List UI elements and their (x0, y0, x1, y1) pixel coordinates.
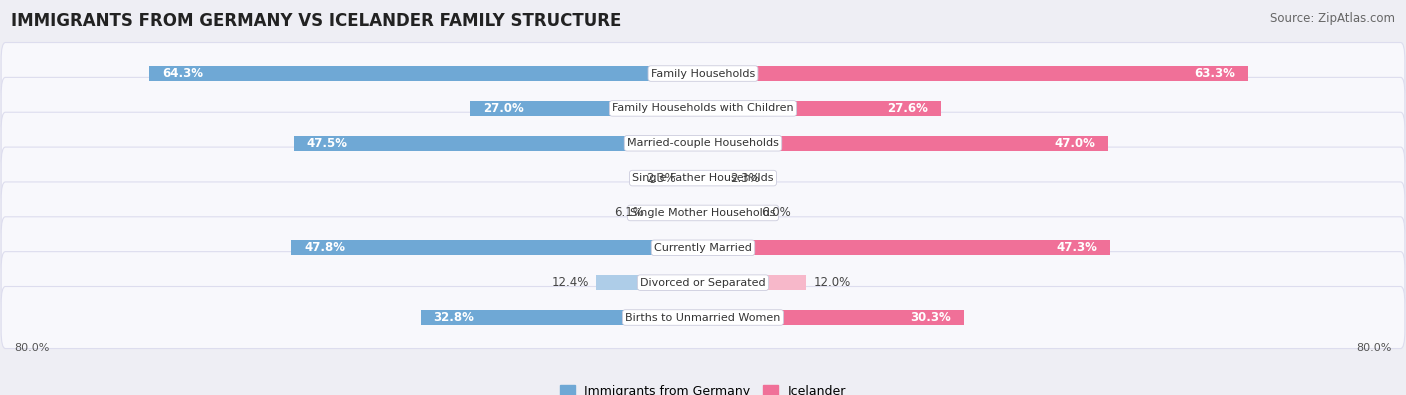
Text: 32.8%: 32.8% (433, 311, 474, 324)
FancyBboxPatch shape (1, 77, 1405, 139)
FancyBboxPatch shape (1, 286, 1405, 348)
Text: 2.3%: 2.3% (730, 171, 759, 184)
Bar (291, 241, 703, 255)
Text: 6.1%: 6.1% (613, 207, 644, 220)
FancyBboxPatch shape (1, 112, 1405, 174)
Bar (420, 310, 703, 325)
Text: 30.3%: 30.3% (910, 311, 950, 324)
Text: Single Father Households: Single Father Households (633, 173, 773, 183)
FancyBboxPatch shape (1, 147, 1405, 209)
Text: Family Households: Family Households (651, 69, 755, 79)
Text: 80.0%: 80.0% (1357, 342, 1392, 353)
Bar (651, 206, 703, 220)
Bar (703, 241, 1111, 255)
FancyBboxPatch shape (1, 182, 1405, 244)
Text: 47.3%: 47.3% (1056, 241, 1098, 254)
FancyBboxPatch shape (1, 217, 1405, 279)
Text: IMMIGRANTS FROM GERMANY VS ICELANDER FAMILY STRUCTURE: IMMIGRANTS FROM GERMANY VS ICELANDER FAM… (11, 12, 621, 30)
Bar (294, 136, 703, 150)
Text: 80.0%: 80.0% (14, 342, 49, 353)
Bar (683, 171, 703, 185)
Text: 6.0%: 6.0% (762, 207, 792, 220)
Text: 2.3%: 2.3% (647, 171, 676, 184)
Text: 63.3%: 63.3% (1194, 67, 1236, 80)
Bar (149, 66, 703, 81)
Bar (471, 101, 703, 116)
Text: 64.3%: 64.3% (162, 67, 204, 80)
Text: 47.0%: 47.0% (1054, 137, 1095, 150)
Text: 47.5%: 47.5% (307, 137, 347, 150)
Bar (703, 171, 723, 185)
Text: 27.6%: 27.6% (887, 102, 928, 115)
FancyBboxPatch shape (1, 43, 1405, 105)
Bar (703, 275, 807, 290)
Text: 12.4%: 12.4% (553, 276, 589, 289)
Bar (703, 66, 1249, 81)
Text: Births to Unmarried Women: Births to Unmarried Women (626, 312, 780, 322)
Text: 12.0%: 12.0% (813, 276, 851, 289)
Legend: Immigrants from Germany, Icelander: Immigrants from Germany, Icelander (554, 380, 852, 395)
Text: Currently Married: Currently Married (654, 243, 752, 253)
Bar (703, 101, 941, 116)
Bar (596, 275, 703, 290)
FancyBboxPatch shape (1, 252, 1405, 314)
Text: Married-couple Households: Married-couple Households (627, 138, 779, 148)
Text: Divorced or Separated: Divorced or Separated (640, 278, 766, 288)
Bar (703, 206, 755, 220)
Bar (703, 310, 965, 325)
Text: 27.0%: 27.0% (484, 102, 524, 115)
Text: Single Mother Households: Single Mother Households (630, 208, 776, 218)
Text: Source: ZipAtlas.com: Source: ZipAtlas.com (1270, 12, 1395, 25)
Text: 47.8%: 47.8% (304, 241, 346, 254)
Bar (703, 136, 1108, 150)
Text: Family Households with Children: Family Households with Children (612, 103, 794, 113)
